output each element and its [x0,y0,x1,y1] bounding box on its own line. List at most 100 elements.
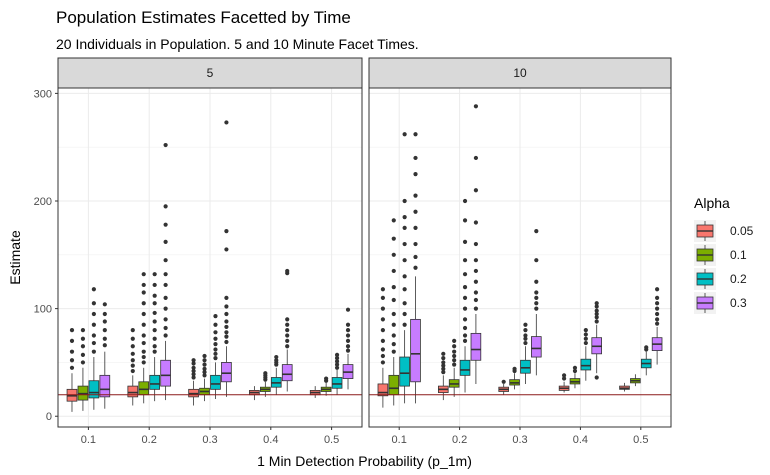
outlier-point [191,365,196,370]
outlier-point [130,363,135,368]
y-tick-label: 300 [34,88,52,100]
outlier-point [163,239,168,244]
outlier-point [224,319,229,324]
outlier-point [80,352,86,357]
outlier-point [334,365,340,370]
outlier-point [473,268,479,274]
outlier-point [91,322,96,327]
outlier-point [213,314,218,319]
outlier-point [130,368,135,374]
outlier-point [274,358,279,363]
outlier-point [391,218,396,223]
box-0.3 [281,364,293,382]
x-tick-label: 0.2 [452,434,467,446]
outlier-point [391,333,396,338]
outlier-point [345,322,351,327]
outlier-point [163,204,168,209]
outlier-point [224,311,229,317]
outlier-point [334,362,340,367]
outlier-point [152,349,157,354]
outlier-point [583,332,588,337]
outlier-point [191,361,196,366]
outlier-point [462,218,468,223]
outlier-point [285,333,290,338]
outlier-point [391,284,396,290]
outlier-point [655,287,660,292]
outlier-point [102,319,107,324]
outlier-point [413,132,418,137]
outlier-point [80,344,86,349]
outlier-point [402,215,407,220]
box-0.3 [160,359,171,387]
outlier-point [191,368,196,374]
outlier-point [473,290,479,295]
outlier-point [191,372,196,377]
outlier-point [152,301,157,306]
outlier-point [655,301,660,306]
outlier-point [345,328,351,333]
outlier-point [391,297,396,303]
outlier-point [572,365,578,370]
x-tick-label: 0.2 [142,434,157,446]
outlier-point [572,368,578,374]
box-0.05 [377,383,389,397]
outlier-point [413,155,418,161]
outlier-point [452,338,457,344]
outlier-point [224,330,229,335]
outlier-point [213,322,218,327]
outlier-point [163,333,168,338]
outlier-point [91,333,96,338]
outlier-point [80,360,86,365]
outlier-point [655,311,660,317]
outlier-point [402,198,407,204]
outlier-point [202,362,207,367]
outlier-point [202,353,207,359]
facet-strip-label: 10 [513,66,527,80]
outlier-point [102,336,107,341]
outlier-point [334,359,340,364]
outlier-point [391,349,396,354]
outlier-point [213,351,218,356]
outlier-point [102,343,107,348]
outlier-point [102,302,107,307]
outlier-point [213,330,218,335]
outlier-point [462,325,468,331]
outlier-point [91,311,96,317]
outlier-point [213,347,218,352]
box-0.2 [331,377,343,389]
outlier-point [163,142,168,148]
outlier-point [462,258,468,263]
outlier-point [191,375,196,380]
outlier-point [594,319,599,324]
legend-label: 0.3 [730,296,747,310]
outlier-point [561,376,567,381]
outlier-point [224,324,229,330]
outlier-point [413,209,418,214]
outlier-point [102,328,107,333]
outlier-point [141,272,146,277]
outlier-point [141,301,146,306]
outlier-point [473,188,479,193]
box-0.2 [580,358,592,371]
outlier-point [473,297,479,303]
outlier-point [413,265,418,270]
outlier-point [462,198,468,204]
outlier-point [163,317,168,322]
outlier-point [402,274,407,279]
outlier-point [413,254,418,260]
outlier-point [91,349,96,354]
outlier-point [391,342,396,347]
outlier-point [163,222,168,227]
outlier-point [473,306,479,311]
legend-title: Alpha [694,195,730,211]
box-0.1 [388,374,400,396]
outlier-point [391,322,396,327]
outlier-point [391,268,396,274]
outlier-point [594,301,599,306]
outlier-point [473,258,479,263]
outlier-point [285,268,290,274]
x-axis-title: 1 Min Detection Probability (p_1m) [257,453,472,469]
outlier-point [345,307,351,312]
